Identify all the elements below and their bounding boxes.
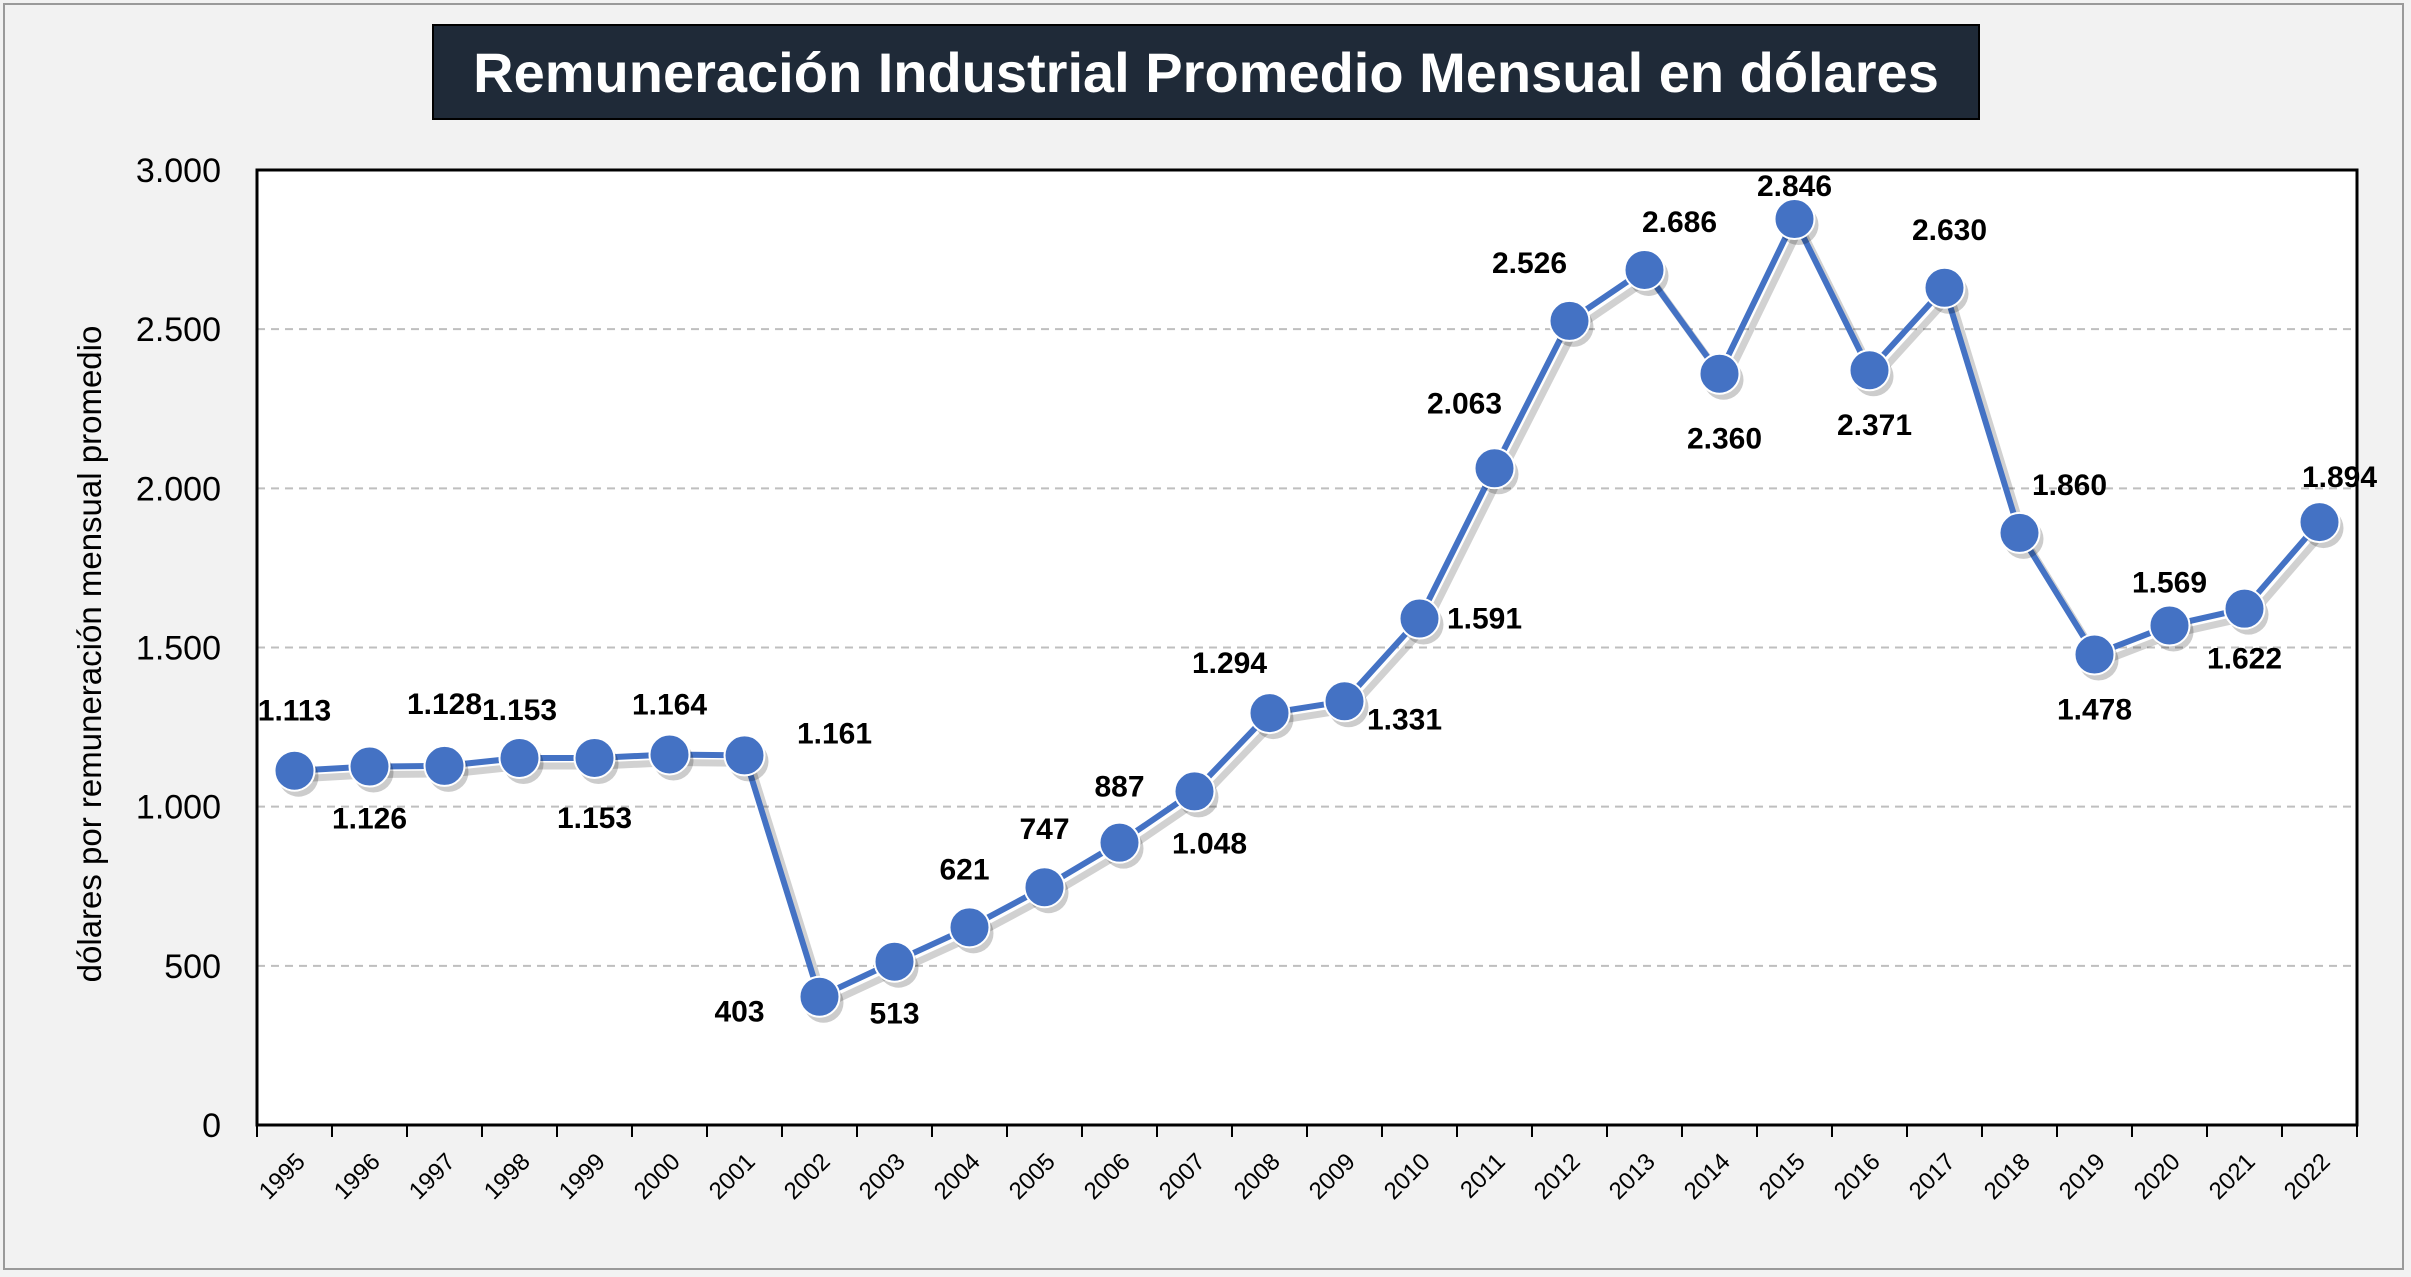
chart-title-box: Remuneración Industrial Promedio Mensual… [432,24,1980,120]
data-point [1923,266,1966,309]
x-tick-label: 2011 [1455,1148,1511,1204]
data-point [1848,349,1891,392]
x-tick-label: 1998 [479,1148,536,1205]
data-point [2298,501,2341,544]
data-point [648,733,691,776]
y-tick-label: 1.000 [136,789,221,827]
data-point [1173,770,1216,813]
x-tick-label: 1996 [329,1148,386,1205]
series-line-shadow [300,223,2329,1009]
data-point [498,736,541,779]
data-point [348,745,391,788]
x-tick-label: 2002 [779,1148,836,1205]
x-tick-label: 2003 [854,1148,911,1205]
x-tick-label: 1999 [554,1148,611,1205]
chart-title: Remuneración Industrial Promedio Mensual… [473,40,1939,104]
y-tick-label: 0 [202,1107,221,1145]
data-point [1023,866,1066,909]
x-tick-label: 2015 [1754,1148,1811,1205]
data-label: 2.371 [1837,409,1912,442]
data-point [1998,511,2041,554]
data-label: 1.860 [2032,469,2107,502]
data-label: 2.686 [1642,206,1717,239]
data-point [723,734,766,777]
data-label: 1.622 [2207,643,2282,676]
data-label: 747 [1019,813,1069,846]
x-tick-label: 2005 [1004,1148,1061,1205]
data-label: 1.128 [407,688,482,721]
data-label: 1.331 [1367,703,1442,736]
y-tick-label: 3.000 [136,152,221,190]
data-point [798,975,841,1018]
data-point [1623,248,1666,291]
data-label: 1.591 [1447,603,1522,636]
x-tick-label: 2000 [629,1148,686,1205]
data-label: 513 [869,998,919,1031]
y-tick-label: 2.500 [136,311,221,349]
x-tick-label: 2021 [2204,1148,2261,1205]
x-tick-label: 2008 [1229,1148,1286,1205]
data-label: 621 [939,853,989,886]
data-label: 1.164 [632,688,707,721]
data-label: 2.526 [1492,247,1567,280]
data-label: 1.569 [2132,567,2207,600]
data-point [1398,597,1441,640]
data-label: 887 [1094,771,1144,804]
y-tick-label: 500 [164,948,221,986]
data-point [1473,447,1516,490]
series-line [294,216,2322,1000]
data-label: 403 [714,996,764,1029]
x-tick-label: 2018 [1979,1148,2036,1205]
data-point [423,744,466,787]
x-tick-label: 2004 [929,1148,986,1205]
x-tick-label: 2010 [1379,1148,1436,1205]
data-label: 1.294 [1192,647,1267,680]
data-label: 2.360 [1687,423,1762,456]
y-tick-label: 1.500 [136,630,221,668]
data-label: 1.048 [1172,827,1247,860]
data-point [1548,299,1591,342]
x-tick-label: 2013 [1604,1148,1661,1205]
plot-border [255,168,2359,1127]
data-point [873,940,916,983]
data-label: 2.630 [1912,214,1987,247]
x-tick-label: 2001 [704,1148,761,1205]
data-point [273,749,316,792]
x-tick-label: 1995 [254,1148,311,1205]
data-label: 1.126 [332,803,407,836]
data-label: 2.063 [1427,387,1502,420]
data-point [948,906,991,949]
x-tick-label: 2007 [1154,1148,1211,1205]
y-tick-label: 2.000 [136,470,221,508]
x-tick-label: 2019 [2054,1148,2111,1205]
x-tick-label: 2009 [1304,1148,1361,1205]
data-label: 1.153 [482,694,557,727]
x-tick-label: 1997 [404,1148,461,1205]
data-point [2148,604,2191,647]
data-point [1323,680,1366,723]
x-tick-label: 2014 [1679,1148,1736,1205]
data-point [1248,692,1291,735]
data-label: 1.894 [2302,461,2377,494]
x-tick-label: 2016 [1829,1148,1886,1205]
data-label: 1.153 [557,802,632,835]
data-point [1698,352,1741,395]
data-point [2073,633,2116,676]
data-label: 1.478 [2057,694,2132,727]
data-point [1098,821,1141,864]
data-point [1773,198,1816,241]
x-tick-label: 2022 [2279,1148,2336,1205]
x-tick-label: 2020 [2129,1148,2186,1205]
data-label: 1.113 [258,695,331,728]
data-label: 2.846 [1757,170,1832,203]
data-point [573,736,616,779]
data-label: 1.161 [797,717,872,750]
data-point [2223,587,2266,630]
x-tick-label: 2012 [1529,1148,1586,1205]
x-tick-label: 2006 [1079,1148,1136,1205]
x-tick-label: 2017 [1904,1148,1961,1205]
